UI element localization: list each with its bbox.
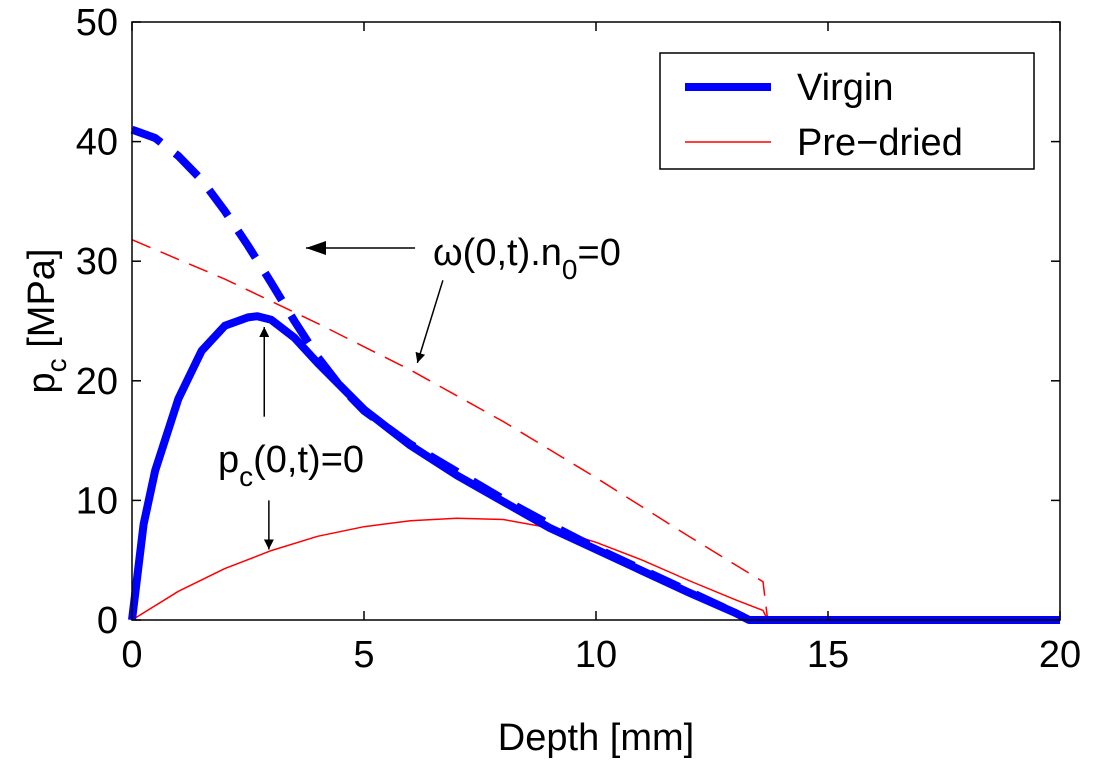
legend: Virgin Pre−dried — [659, 52, 1035, 170]
y-tick-label: 20 — [76, 361, 118, 403]
annotation-omega-tail: =0 — [578, 232, 621, 274]
y-axis-label-subscript: c — [41, 358, 72, 372]
series-layer — [128, 125, 1060, 624]
x-tick-label: 0 — [121, 634, 142, 676]
legend-label-virgin: Virgin — [797, 67, 893, 109]
x-tick-label: 5 — [353, 634, 374, 676]
series-line-virgin-dashed — [130, 125, 751, 624]
y-tick-label: 30 — [76, 241, 118, 283]
y-tick-label: 40 — [76, 122, 118, 164]
annotation-arrow — [415, 280, 444, 364]
x-tick-label: 20 — [1039, 634, 1081, 676]
annotation-omega-subscript: 0 — [562, 254, 578, 285]
annotation-omega-text: ω(0,t).n — [433, 232, 562, 274]
y-tick-label: 50 — [76, 2, 118, 44]
y-axis-label: pc [MPa] — [21, 249, 72, 394]
y-tick-label: 10 — [76, 480, 118, 522]
annotation-pc: pc(0,t)=0 — [218, 439, 364, 492]
x-tick-label: 10 — [575, 634, 617, 676]
series-line-pre-dried-solid — [131, 517, 1060, 621]
x-tick-label: 15 — [807, 634, 849, 676]
annotation-pc-subscript: c — [239, 461, 253, 492]
legend-box — [659, 52, 1035, 170]
series-line-pre-dried-dashed — [131, 239, 1060, 621]
annotation-pc-tail: (0,t)=0 — [253, 439, 364, 481]
y-tick-label: 0 — [97, 600, 118, 642]
annotation-pc-text: p — [218, 439, 239, 481]
annotation-omega: ω(0,t).n0=0 — [433, 232, 621, 285]
ticks-layer: 0 5 10 15 20 0 10 20 30 40 50 — [76, 2, 1081, 676]
y-axis-label-symbol: p — [21, 372, 63, 393]
y-axis-label-unit: [MPa] — [21, 249, 63, 359]
x-axis-label: Depth [mm] — [498, 717, 694, 759]
legend-label-pre-dried: Pre−dried — [797, 122, 963, 164]
annotation-layer: ω(0,t).n0=0 pc(0,t)=0 — [218, 232, 621, 550]
